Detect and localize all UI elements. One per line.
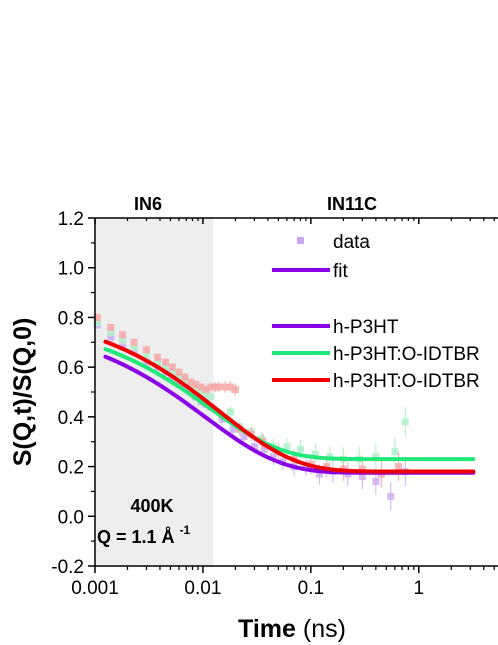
data-point-blend-green (175, 373, 183, 381)
data-point-blend-red (142, 346, 150, 354)
data-point-h-p3ht (315, 470, 323, 478)
y-tick-label: -0.2 (51, 557, 84, 578)
data-point-h-p3ht (218, 415, 226, 423)
data-point-blend-red (187, 378, 195, 386)
region-label-in6: IN6 (134, 194, 162, 214)
data-point-h-p3ht (372, 477, 380, 485)
data-point-blend-red (192, 381, 200, 389)
legend-label-blend-red: h-P3HT:O-IDTBR (333, 371, 480, 392)
text-layer: 400K Q = 1.1 Å -1 S(Q,t)/S(Q,0) Time (ns… (9, 318, 346, 643)
data-point-blend-green (142, 351, 150, 359)
x-tick-label: 0.01 (184, 578, 221, 599)
data-point-blend-red (231, 386, 239, 394)
data-point-blend-green (311, 450, 319, 458)
data-point-blend-red (107, 323, 115, 331)
data-point-blend-green (207, 393, 215, 401)
y-tick-label: 0.6 (58, 358, 84, 379)
data-point-h-p3ht (302, 463, 310, 471)
data-point-blend-green (93, 318, 101, 326)
data-point-blend-red (202, 386, 210, 394)
data-point-h-p3ht (260, 445, 268, 453)
legend-label-h-p3ht: h-P3HT (333, 317, 399, 338)
y-axis-title: S(Q,t)/S(Q,0) (9, 318, 37, 467)
x-axis-title-unit: (ns) (303, 615, 346, 643)
data-point-blend-green (107, 328, 115, 336)
fit-layer (103, 339, 476, 475)
x-axis-title: Time (ns) (238, 615, 346, 643)
data-point-blend-red (154, 353, 162, 361)
data-point-blend-green (401, 418, 409, 426)
data-point-blend-red (197, 383, 205, 391)
data-point-blend-green (226, 408, 234, 416)
data-point-h-p3ht (269, 453, 277, 461)
data-point-blend-green (391, 448, 399, 456)
x-axis-title-bold: Time (238, 615, 296, 643)
data-point-blend-red (323, 463, 331, 471)
data-point-blend-red (221, 383, 229, 391)
fit-curve-blend-red (103, 339, 476, 474)
data-point-blend-red (181, 373, 189, 381)
y-tick-label: 0.0 (58, 507, 84, 528)
data-point-blend-red (175, 368, 183, 376)
legend-label-data: data (333, 232, 370, 253)
data-point-h-p3ht (107, 333, 115, 341)
y-tick-label: 1.2 (58, 209, 84, 230)
data-point-blend-red (226, 383, 234, 391)
temperature-annotation: 400K (130, 496, 173, 516)
data-point-blend-green (197, 388, 205, 396)
data-point-blend-green (296, 445, 304, 453)
data-point-h-p3ht (240, 433, 248, 441)
data-point-blend-red (119, 331, 127, 339)
data-point-blend-green (119, 336, 127, 344)
data-point-h-p3ht (187, 388, 195, 396)
q-annotation-superscript: -1 (180, 523, 191, 537)
x-tick-label: 1 (413, 578, 424, 599)
data-point-blend-red (93, 313, 101, 321)
x-tick-label: 0.1 (298, 578, 324, 599)
q-annotation-main: Q = 1.1 Å (97, 527, 175, 547)
data-point-blend-red (162, 358, 170, 366)
data-point-blend-green (168, 368, 176, 376)
data-point-blend-red (207, 383, 215, 391)
legend: data fit h-P3HT h-P3HT:O-IDTBR h-P3HT:O-IDTB… (272, 232, 480, 392)
data-point-blend-red (358, 465, 366, 473)
data-point-blend-green (202, 390, 210, 398)
legend-marker-data (297, 237, 304, 244)
data-point-blend-green (130, 343, 138, 351)
data-point-h-p3ht (250, 443, 258, 451)
y-tick-label: 0.2 (58, 458, 84, 479)
data-point-blend-green (162, 363, 170, 371)
y-tick-label: 0.8 (58, 308, 84, 329)
data-point-h-p3ht (229, 425, 237, 433)
y-tick-label: 0.4 (58, 408, 85, 429)
axis-layer: IN6 IN11C -0.2 0.0 0.2 0.4 0.6 0.8 1.0 1.2 0.001 0.… (51, 194, 498, 599)
y-tick-label: 1.0 (58, 259, 84, 280)
legend-label-fit: fit (333, 261, 349, 282)
data-point-blend-red (168, 363, 176, 371)
fit-curve-blend-green (103, 347, 476, 462)
q-annotation: Q = 1.1 Å -1 (97, 523, 191, 547)
x-tick-label: 0.001 (71, 578, 119, 599)
legend-label-blend-green: h-P3HT:O-IDTBR (333, 344, 480, 365)
data-point-h-p3ht (387, 492, 395, 500)
data-point-h-p3ht (168, 376, 176, 384)
data-point-blend-red (395, 463, 403, 471)
data-point-blend-red (215, 383, 223, 391)
data-point-blend-red (130, 338, 138, 346)
data-point-blend-green (372, 453, 380, 461)
region-label-in11c: IN11C (327, 194, 377, 214)
data-point-blend-green (154, 358, 162, 366)
data-point-blend-green (283, 443, 291, 451)
